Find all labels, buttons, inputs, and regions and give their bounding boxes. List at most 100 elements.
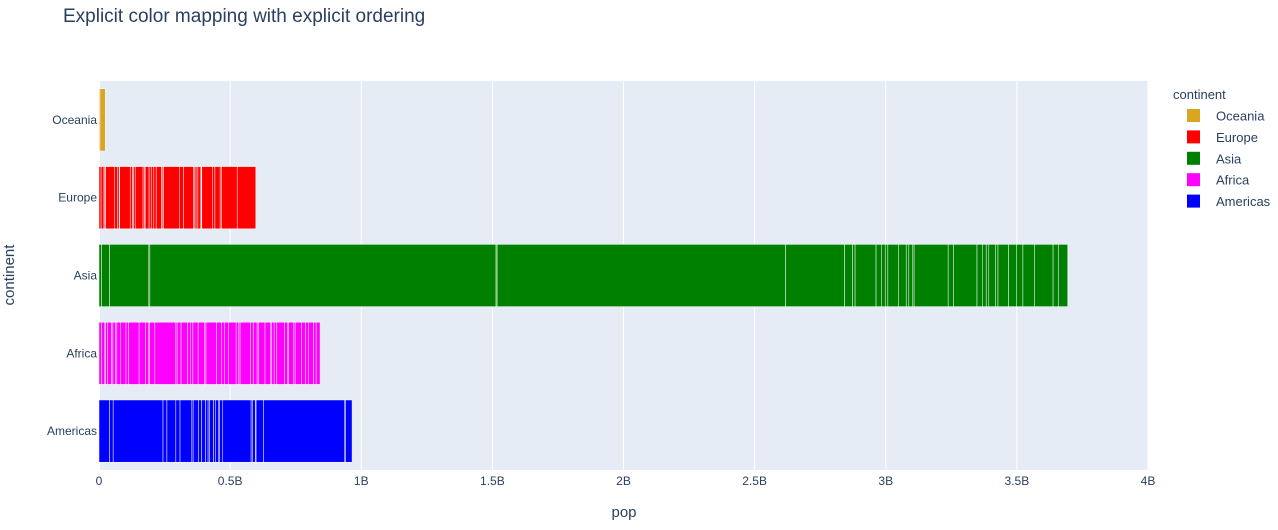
- bar-segment-africa: [125, 321, 129, 385]
- bar-segment-europe: [129, 166, 133, 230]
- y-tick-label: Americas: [47, 424, 97, 438]
- bar-segment-africa: [145, 321, 149, 385]
- legend-swatch: [1187, 173, 1200, 187]
- bar-segment-africa: [154, 321, 177, 385]
- bar-segment-europe: [221, 166, 238, 230]
- bar-segment-americas: [192, 399, 199, 463]
- bar-segment-asia: [905, 244, 910, 307]
- x-tick-label: 1.5B: [480, 474, 505, 488]
- bar-segment-africa: [239, 321, 251, 385]
- bar-segment-americas: [213, 399, 216, 463]
- bar-segment-africa: [294, 321, 302, 385]
- bar-segment-americas: [215, 399, 219, 463]
- bar-segment-europe: [197, 166, 201, 230]
- legend-label: Americas: [1216, 194, 1271, 209]
- legend-swatch: [1187, 151, 1200, 165]
- bar-segment-africa: [288, 321, 295, 385]
- x-tick-label: 0: [96, 474, 103, 488]
- bar-segment-europe: [98, 166, 102, 230]
- bar-segment-europe: [100, 166, 105, 230]
- bar-segment-africa: [305, 321, 309, 385]
- bar-segment-americas: [201, 399, 206, 463]
- bar-segment-europe: [119, 166, 131, 230]
- bar-segment-africa: [176, 321, 182, 385]
- bar-segment-europe: [155, 166, 162, 230]
- legend-item-americas[interactable]: Americas: [1187, 194, 1271, 209]
- bar-segment-africa: [301, 321, 306, 385]
- bar-segment-americas: [252, 399, 256, 463]
- bar-segment-americas: [222, 399, 252, 463]
- bar-segment-africa: [120, 321, 127, 385]
- legend-swatch: [1187, 194, 1200, 208]
- bar-segment-africa: [264, 321, 271, 385]
- bar-segment-europe: [195, 166, 199, 230]
- x-tick-label: 3.5B: [1005, 474, 1030, 488]
- legend-item-oceania[interactable]: Oceania: [1187, 109, 1265, 124]
- bar-segment-africa: [258, 321, 266, 385]
- bar-segment-asia: [98, 244, 102, 307]
- bar-segment-africa: [308, 321, 314, 385]
- bar-segment-europe: [153, 166, 157, 230]
- bar-segment-asia: [101, 244, 110, 307]
- bar-segment-europe: [134, 166, 144, 230]
- legend-swatch: [1187, 109, 1200, 122]
- bar-segment-asia: [985, 244, 990, 307]
- bar-segment-africa: [192, 321, 199, 385]
- bar-segment-americas: [112, 399, 164, 463]
- y-axis-title: continent: [1, 244, 18, 306]
- bar-segment-asia: [898, 244, 907, 307]
- x-axis-ticks: 0 0.5B 1B 1.5B 2B 2.5B 3B 3.5B 4B: [96, 474, 1156, 488]
- bar-segment-africa: [149, 321, 156, 385]
- bar-segment-africa: [190, 321, 194, 385]
- bar-segment-americas: [162, 399, 168, 463]
- bar-segment-africa: [315, 321, 321, 385]
- legend-item-africa[interactable]: Africa: [1187, 173, 1250, 188]
- bar-segment-americas: [98, 399, 110, 463]
- bar-segment-europe: [214, 166, 221, 230]
- legend-item-asia[interactable]: Asia: [1187, 151, 1242, 166]
- bar-segment-asia: [854, 244, 877, 307]
- bar-segment-asia: [1052, 244, 1059, 307]
- bar-segment-asia: [1034, 244, 1054, 307]
- bar-segment-europe: [236, 166, 257, 230]
- bar-segment-oceania: [99, 88, 106, 152]
- bar-segment-europe: [114, 166, 118, 230]
- bar-segment-asia: [995, 244, 999, 307]
- x-tick-label: 3B: [878, 474, 893, 488]
- legend-label: Oceania: [1216, 109, 1265, 124]
- bar-segment-europe: [212, 166, 216, 230]
- bar-segment-africa: [138, 321, 146, 385]
- bar-segment-africa: [180, 321, 188, 385]
- bar-segment-americas: [219, 399, 224, 463]
- bar-segment-africa: [284, 321, 288, 385]
- y-axis-ticks: Oceania Europe Asia Africa Americas: [47, 113, 97, 438]
- bar-segment-asia: [976, 244, 983, 307]
- bar-segment-africa: [98, 321, 102, 385]
- bar-segment-asia: [1008, 244, 1017, 307]
- bar-segment-africa: [276, 321, 285, 385]
- bar-segment-europe: [144, 166, 150, 230]
- bar-segment-africa: [235, 321, 240, 385]
- x-tick-label: 4B: [1141, 474, 1156, 488]
- bar-segment-europe: [105, 166, 115, 230]
- bar-segment-asia: [913, 244, 949, 307]
- bar-segment-africa: [221, 321, 225, 385]
- bar-segment-asia: [988, 244, 996, 307]
- bar-segment-africa: [107, 321, 112, 385]
- bar-segment-africa: [271, 321, 275, 385]
- y-tick-label: Africa: [66, 346, 97, 360]
- bar-segment-asia: [887, 244, 899, 307]
- bar-segment-asia: [881, 244, 886, 307]
- bar-segment-africa: [116, 321, 122, 385]
- bar-segment-europe: [117, 166, 120, 230]
- bar-segment-africa: [228, 321, 237, 385]
- bar-segment-americas: [209, 399, 214, 463]
- bar-segment-asia: [785, 244, 845, 307]
- bar-segment-europe: [178, 166, 184, 230]
- bar-segment-asia: [908, 244, 914, 307]
- bar-segment-asia: [1016, 244, 1024, 307]
- x-tick-label: 0.5B: [218, 474, 243, 488]
- legend-label: Europe: [1216, 130, 1258, 145]
- legend-swatch: [1187, 130, 1200, 144]
- legend-item-europe[interactable]: Europe: [1187, 130, 1258, 145]
